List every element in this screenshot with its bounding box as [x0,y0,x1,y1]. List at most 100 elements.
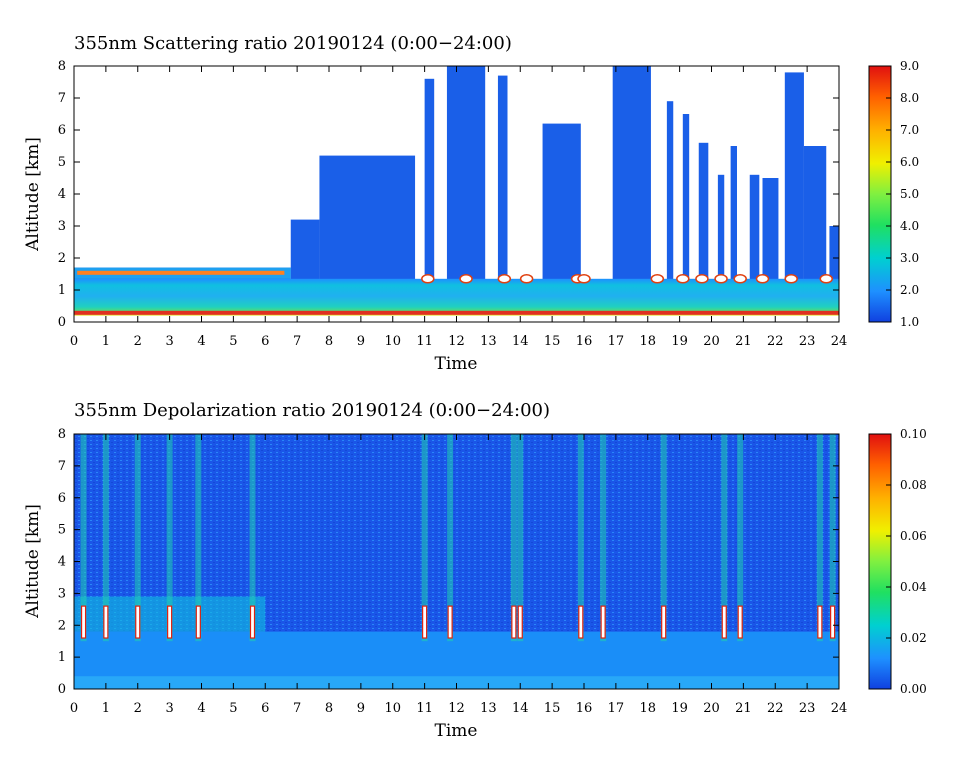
depol-streak [447,434,454,642]
x-tick-label: 12 [448,701,465,716]
x-tick-label: 20 [703,701,720,716]
cloud-base [519,274,534,284]
x-tick-label: 24 [831,334,848,349]
high-depol-patch [511,605,517,639]
cloud-column [717,174,725,322]
high-depol-patch [578,605,584,639]
x-tick-label: 7 [293,334,301,349]
colorbar-tick-label: 6.0 [900,155,919,169]
x-tick-label: 9 [357,334,365,349]
cloud-column [784,72,804,323]
colorbar-tick-label: 2.0 [900,283,919,297]
plot-area [73,65,840,323]
x-tick-label: 23 [799,334,816,349]
x-tick-label: 15 [544,701,561,716]
colorbar-tick-label: 0.06 [900,529,927,543]
cloud-base [459,274,473,284]
x-tick-label: 6 [261,334,269,349]
y-tick-label: 7 [58,91,66,106]
x-tick-label: 6 [261,701,269,716]
depol-streak [737,434,744,642]
high-depol-patch [517,605,523,639]
colorbar: 0.00 0.02 0.04 0.06 0.08 0.10 [868,427,927,696]
colorbar-tick-label: 7.0 [900,123,919,137]
x-tick-label: 2 [134,334,142,349]
depol-streak [517,434,524,642]
y-axis-label: Altitude [km] [23,137,43,252]
cloud-column [749,174,760,322]
surface-stripe [74,310,839,315]
x-tick-label: 1 [102,334,110,349]
x-tick-label: 10 [384,701,401,716]
y-tick-label: 0 [58,682,66,697]
x-tick-label: 19 [671,334,688,349]
x-tick-label: 18 [639,701,656,716]
colorbar-tick-label: 9.0 [900,59,919,73]
colorbar-tick-label: 4.0 [900,219,919,233]
colorbar-tick-label: 5.0 [900,187,919,201]
depol-streak [577,434,584,642]
x-axis-label: Time [435,354,478,374]
x-tick-label: 7 [293,701,301,716]
chart-title: 355nm Depolarization ratio 20190124 (0:0… [74,400,550,421]
depol-streak [600,434,607,642]
y-tick-label: 5 [58,155,66,170]
x-tick-label: 13 [480,701,497,716]
x-tick-label: 9 [357,701,365,716]
colorbar-tick-label: 0.02 [900,631,927,645]
depol-streak [660,434,667,642]
x-tick-label: 11 [416,334,433,349]
colorbar-tick-label: 0.08 [900,478,927,492]
plot-area [73,433,840,690]
cloud-base [695,274,709,284]
y-tick-label: 8 [58,427,66,442]
colorbar-tick-label: 1.0 [900,315,919,329]
high-depol-patch [249,605,256,639]
x-tick-label: 21 [735,334,752,349]
cloud-base [733,274,747,284]
x-tick-label: 22 [767,334,784,349]
y-tick-label: 2 [58,618,66,633]
y-tick-label: 3 [58,586,66,601]
x-tick-label: 3 [165,701,173,716]
depol-streak [421,434,428,642]
cloud-base [497,274,512,284]
y-tick-label: 7 [58,459,66,474]
x-tick-label: 8 [325,334,333,349]
cloud-base [577,274,591,284]
x-tick-label: 17 [608,334,625,349]
high-depol-patch [195,605,201,639]
depol-streak [249,434,256,642]
x-tick-label: 20 [703,334,720,349]
colorbar: 1.0 2.0 3.0 4.0 5.0 6.0 7.0 8.0 9.0 [868,59,919,329]
x-tick-label: 1 [102,701,110,716]
y-tick-label: 1 [58,283,66,298]
x-tick-label: 3 [165,334,173,349]
x-tick-label: 16 [576,334,593,349]
cloud-base [650,274,665,284]
cloud-base [714,274,728,284]
high-depol-patch [661,605,667,639]
cloud-base [676,274,690,284]
x-tick-label: 19 [671,701,688,716]
high-depol-patch [103,605,109,639]
high-depol-patch [447,605,453,639]
y-tick-label: 6 [58,123,66,138]
cloud-column [730,146,737,322]
y-tick-label: 2 [58,251,66,266]
high-depol-patch [167,605,173,639]
x-tick-label: 23 [799,701,816,716]
cloud-column [666,101,674,322]
y-tick-label: 6 [58,491,66,506]
depol-streak [166,434,173,642]
depol-streak [80,434,87,642]
x-tick-label: 11 [416,701,433,716]
cloud-base [421,274,435,284]
x-tick-label: 24 [831,701,848,716]
x-tick-label: 4 [197,701,205,716]
high-depol-patch [80,605,87,639]
high-ratio-edge [77,270,285,275]
cloud-column [698,142,709,322]
y-tick-label: 1 [58,650,66,665]
scattering-ratio-panel: 355nm Scattering ratio 20190124 (0:00−24… [23,33,919,374]
